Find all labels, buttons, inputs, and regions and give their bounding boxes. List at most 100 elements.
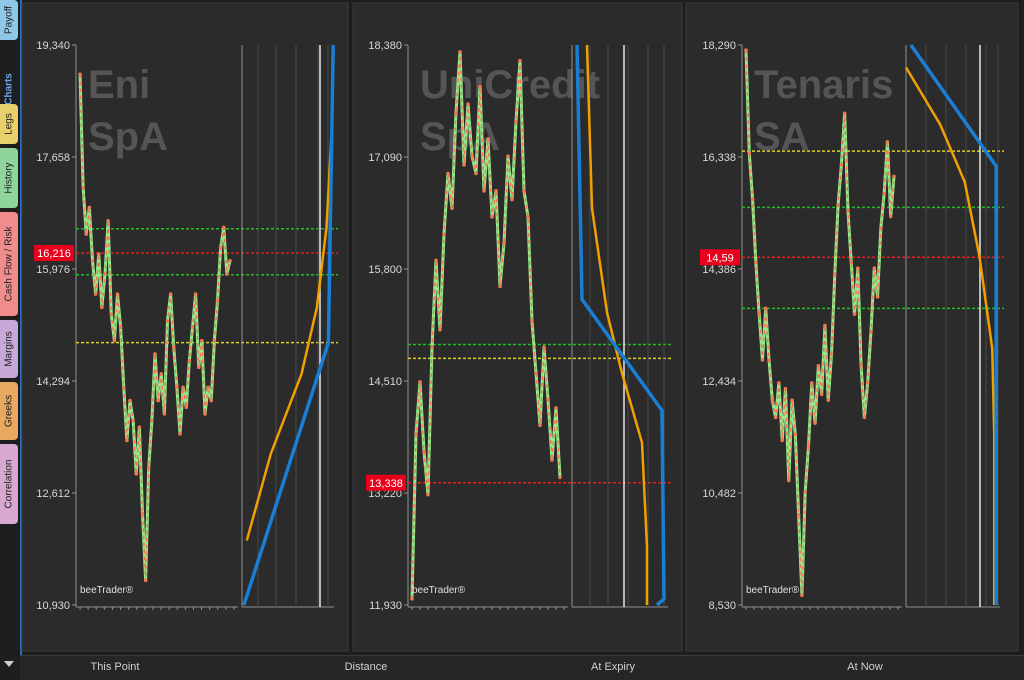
price-point [770, 398, 775, 402]
chart-panel-1: Eni SpA 19,340 17,658 15,976 14,294 12,612 10,9… [21, 2, 349, 652]
price-point [134, 472, 139, 476]
tab-history[interactable]: History [0, 148, 18, 208]
price-point [534, 371, 538, 375]
price-point [90, 258, 95, 263]
tab-payoff[interactable]: Payoff [0, 0, 18, 40]
chart-title-line2: SA [754, 115, 810, 159]
price-point [747, 151, 752, 156]
price-point [121, 385, 126, 390]
charts-area: Eni SpA 19,340 17,658 15,976 14,294 12,612 10,9… [21, 2, 1019, 652]
price-point [143, 578, 148, 583]
price-point [856, 266, 860, 270]
chart-title: Eni [88, 63, 150, 107]
price-point [140, 511, 145, 516]
price-point [803, 490, 807, 494]
tab-label: History [3, 162, 15, 194]
tab-correlation[interactable]: Correlation [0, 444, 18, 524]
price-point [879, 226, 883, 230]
y-tick-label: 17,090 [368, 152, 402, 164]
price-point [100, 305, 104, 310]
price-point [228, 258, 232, 263]
price-point [470, 154, 474, 158]
price-point [885, 140, 890, 144]
tab-label: Margins [3, 331, 15, 367]
price-point [506, 154, 510, 158]
price-point [833, 272, 837, 276]
price-point [103, 272, 107, 276]
price-point [168, 292, 173, 296]
price-marker-label: 13,338 [369, 478, 403, 490]
price-point [767, 358, 771, 362]
tab-margins[interactable]: Margins [0, 320, 18, 378]
price-point [454, 110, 458, 115]
price-point [171, 345, 176, 350]
price-point [862, 415, 867, 420]
tab-legs[interactable]: Legs [0, 104, 18, 144]
price-point [538, 423, 542, 428]
price-point [800, 593, 804, 598]
y-tick-label: 13,220 [368, 488, 402, 500]
distance-label[interactable]: Distance [344, 661, 388, 673]
price-point [790, 398, 794, 402]
price-point [78, 72, 82, 77]
price-point [823, 323, 827, 328]
bottom-bar: This Point Distance At Expiry At Now [20, 655, 1024, 680]
price-point [486, 136, 490, 141]
price-point [106, 218, 110, 223]
price-point [93, 292, 98, 296]
price-marker-badge [700, 249, 740, 266]
price-point [462, 163, 466, 167]
price-point [146, 465, 151, 469]
tab-cash-flow-risk[interactable]: Cash Flow / Risk [0, 212, 18, 316]
price-point [786, 478, 791, 483]
curve-orange [585, 44, 649, 605]
price-point [744, 48, 748, 52]
price-point [190, 325, 195, 330]
price-point [410, 597, 414, 601]
tab-label: Greeks [3, 394, 15, 428]
beetrader-watermark: beeTrader® [80, 585, 134, 596]
price-point [446, 171, 450, 176]
price-point [872, 266, 877, 270]
tab-greeks[interactable]: Greeks [0, 382, 18, 440]
y-tick-label: 15,976 [36, 264, 70, 276]
chevron-down-icon[interactable] [4, 661, 14, 667]
price-point [510, 197, 514, 202]
price-point [159, 372, 164, 376]
y-tick-label: 10,482 [702, 488, 736, 500]
tab-label: Cash Flow / Risk [3, 226, 15, 302]
price-point [750, 197, 755, 202]
at-now-label[interactable]: At Now [847, 661, 883, 673]
price-point [218, 245, 223, 250]
y-tick-label: 12,434 [702, 376, 736, 388]
price-point [846, 209, 850, 213]
price-point [178, 432, 182, 436]
tab-label: Payoff [3, 5, 15, 35]
chart-title: Tenaris [754, 63, 893, 107]
price-point [203, 412, 207, 416]
price-point [225, 272, 229, 276]
chart-title: UniCredit [420, 63, 600, 107]
price-point [865, 381, 870, 385]
price-point [554, 406, 558, 410]
at-expiry-label[interactable]: At Expiry [590, 661, 636, 673]
price-point [839, 163, 844, 167]
price-point [849, 260, 854, 265]
y-tick-label: 15,800 [368, 264, 402, 276]
price-point [816, 363, 821, 368]
y-tick-label: 10,930 [36, 600, 70, 612]
price-point [200, 338, 204, 343]
this-point-label[interactable]: This Point [90, 661, 140, 673]
price-point [187, 358, 192, 363]
price-point [137, 425, 142, 430]
price-point [783, 386, 788, 391]
price-point [526, 215, 530, 219]
price-point [115, 292, 120, 296]
price-point [221, 225, 226, 230]
price-point [882, 191, 886, 196]
panel-background [685, 2, 1019, 652]
price-point [829, 352, 834, 357]
price-point [826, 398, 831, 402]
price-point [522, 189, 526, 193]
price-point [193, 292, 198, 296]
